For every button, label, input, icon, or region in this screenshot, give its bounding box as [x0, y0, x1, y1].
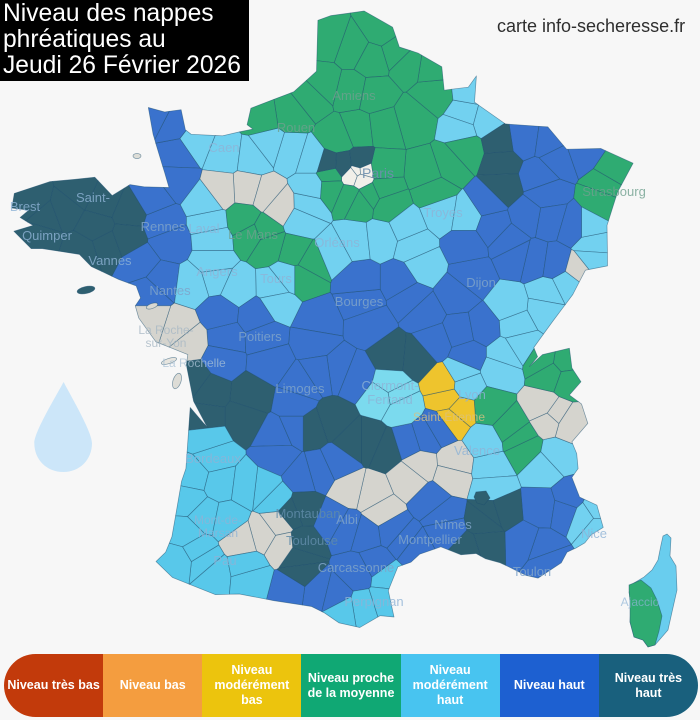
- svg-text:Quimper: Quimper: [22, 228, 73, 243]
- svg-text:Laval: Laval: [188, 221, 219, 236]
- svg-text:Albi: Albi: [336, 512, 358, 527]
- svg-text:Ferrand: Ferrand: [367, 392, 413, 407]
- svg-text:sur-Yon: sur-Yon: [146, 336, 187, 350]
- svg-text:La Rochelle: La Rochelle: [162, 356, 226, 370]
- svg-text:Bordeaux: Bordeaux: [185, 451, 241, 466]
- svg-text:Toulon: Toulon: [513, 564, 551, 579]
- svg-text:Valence: Valence: [454, 443, 500, 458]
- svg-text:Clermont-: Clermont-: [361, 378, 418, 393]
- svg-text:Perpignan: Perpignan: [344, 594, 403, 609]
- svg-text:Nantes: Nantes: [149, 283, 191, 298]
- svg-text:Tours: Tours: [260, 271, 292, 286]
- svg-text:Le Mans: Le Mans: [228, 227, 278, 242]
- svg-text:Pau: Pau: [213, 553, 236, 568]
- svg-text:Amiens: Amiens: [332, 88, 376, 103]
- svg-text:Lyon: Lyon: [458, 387, 486, 402]
- svg-text:Dijon: Dijon: [466, 275, 496, 290]
- svg-text:Angers: Angers: [196, 264, 238, 279]
- svg-text:Rennes: Rennes: [141, 219, 186, 234]
- svg-text:Orléans: Orléans: [314, 235, 360, 250]
- svg-text:Nice: Nice: [581, 526, 607, 541]
- svg-text:Ajaccio: Ajaccio: [621, 595, 660, 609]
- svg-text:Montpellier: Montpellier: [398, 532, 462, 547]
- svg-text:Brest: Brest: [10, 199, 41, 214]
- svg-text:Saint-: Saint-: [76, 190, 110, 205]
- svg-text:Rouen: Rouen: [277, 120, 315, 135]
- svg-text:Caen: Caen: [208, 140, 239, 155]
- svg-text:Mont-de-: Mont-de-: [194, 513, 242, 527]
- svg-text:Strasbourg: Strasbourg: [582, 184, 646, 199]
- svg-text:Toulouse: Toulouse: [286, 533, 338, 548]
- svg-text:Troyes: Troyes: [423, 205, 463, 220]
- svg-text:Carcassonne: Carcassonne: [318, 560, 395, 575]
- svg-text:Marsan: Marsan: [198, 526, 238, 540]
- svg-text:La Roche-: La Roche-: [138, 323, 193, 337]
- svg-text:Limoges: Limoges: [275, 381, 325, 396]
- svg-text:Paris: Paris: [362, 165, 394, 181]
- svg-text:Saint-Étienne: Saint-Étienne: [413, 409, 485, 424]
- svg-text:Montauban: Montauban: [275, 506, 340, 521]
- svg-text:Bourges: Bourges: [335, 294, 384, 309]
- svg-text:Poitiers: Poitiers: [238, 329, 282, 344]
- svg-text:Nîmes: Nîmes: [434, 517, 472, 532]
- svg-text:Vannes: Vannes: [88, 253, 132, 268]
